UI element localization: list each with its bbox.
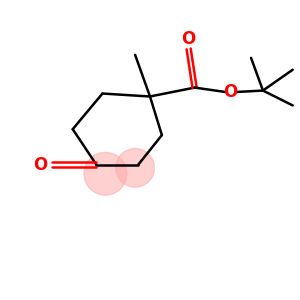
Circle shape <box>84 152 127 195</box>
Circle shape <box>116 148 154 187</box>
Text: O: O <box>223 83 237 101</box>
Text: O: O <box>33 156 47 174</box>
Text: O: O <box>182 29 196 47</box>
